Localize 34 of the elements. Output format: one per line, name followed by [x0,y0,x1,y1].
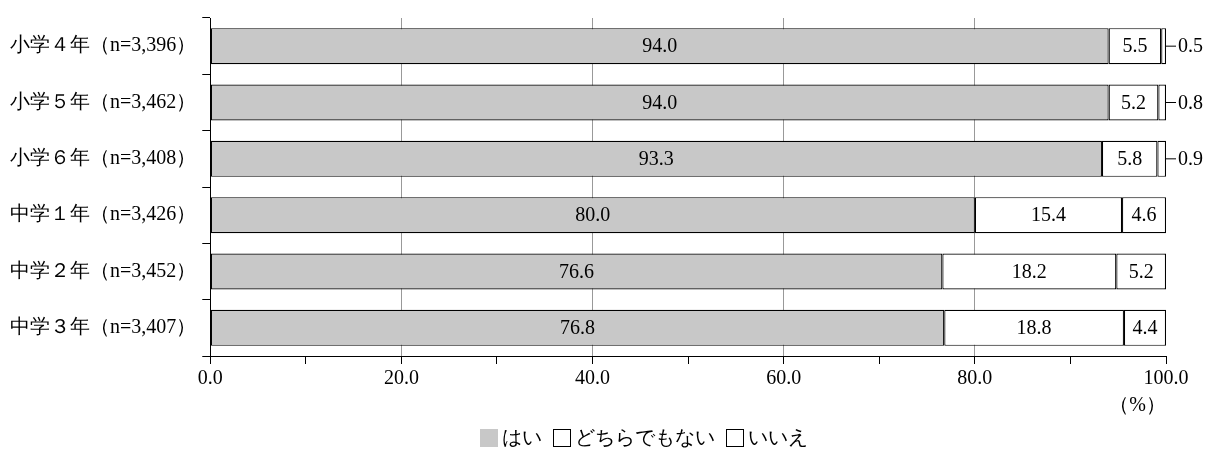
data-label: 80.0 [575,203,611,226]
data-label: 0.8 [1178,90,1203,113]
data-label: 76.6 [559,259,595,282]
y-tick-label: 中学３年（n=3,407） [10,315,197,338]
x-tick-label: 20.0 [383,366,419,389]
data-label: 0.9 [1178,147,1203,170]
data-label: 93.3 [638,147,674,170]
y-tick-label: 小学６年（n=3,408） [10,146,197,169]
x-tick-label: 0.0 [197,366,223,389]
data-label: 4.6 [1131,203,1157,226]
data-label: 15.4 [1030,203,1066,226]
data-label: 5.2 [1121,90,1147,113]
data-label: 0.5 [1178,34,1203,57]
legend-label: はい [501,425,542,450]
data-label: 5.2 [1128,259,1154,282]
x-tick-label: 80.0 [957,366,993,389]
data-label: 94.0 [642,90,678,113]
data-label: 5.8 [1117,147,1143,170]
y-tick-label: 中学２年（n=3,452） [10,258,197,281]
x-tick-label: 40.0 [575,366,611,389]
data-label: 4.4 [1132,316,1158,339]
x-tick-label: 100.0 [1143,366,1189,389]
x-tick-label: 60.0 [766,366,802,389]
y-tick-label: 小学４年（n=3,396） [10,33,197,56]
data-label: 94.0 [642,34,678,57]
x-axis-title: （%） [1109,393,1166,416]
data-label: 5.5 [1122,34,1148,57]
legend-label: どちらでもない [574,425,715,450]
y-tick-label: 中学１年（n=3,426） [10,202,197,225]
data-label: 18.2 [1011,259,1047,282]
legend-label: いいえ [747,425,808,450]
y-tick-label: 小学５年（n=3,462） [10,89,197,112]
data-label: 18.8 [1016,316,1052,339]
data-label: 76.8 [560,316,596,339]
